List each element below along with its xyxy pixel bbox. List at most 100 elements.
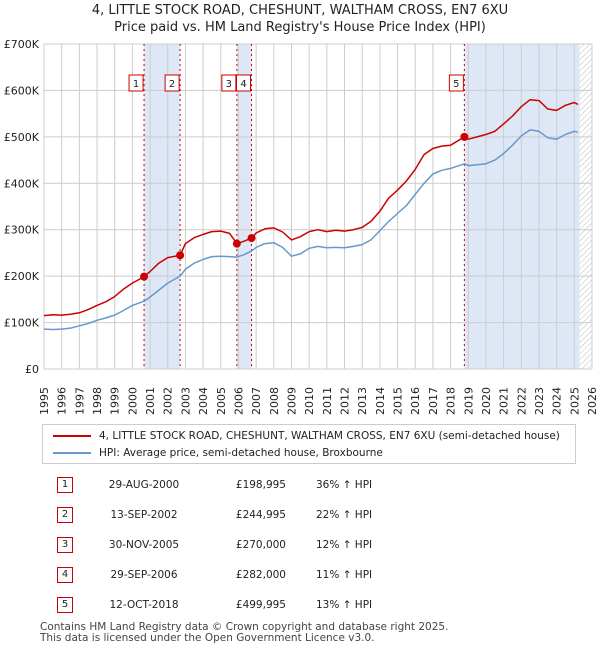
x-tick-label: 2005: [215, 387, 228, 415]
legend-label-property: 4, LITTLE STOCK ROAD, CHESHUNT, WALTHAM …: [99, 430, 560, 442]
x-tick-label: 2009: [285, 387, 298, 415]
chart-title: 4, LITTLE STOCK ROAD, CHESHUNT, WALTHAM …: [91, 3, 509, 18]
x-tick-label: 1999: [109, 387, 122, 415]
sale-label-number: 1: [133, 79, 139, 90]
sale-price: £198,995: [235, 479, 286, 491]
table-row: 4 29-SEP-2006 £282,000 11% ↑ HPI: [42, 560, 426, 590]
x-tick-label: 2019: [462, 387, 475, 415]
sale-price: £499,995: [235, 599, 286, 611]
sale-date: 30-NOV-2005: [108, 539, 180, 551]
x-tick-label: 2011: [321, 387, 334, 415]
sale-point: [232, 239, 241, 248]
ownership-band: [144, 44, 181, 369]
sale-point: [176, 251, 185, 260]
sale-label-number: 2: [169, 79, 175, 90]
sale-date: 29-AUG-2000: [108, 479, 180, 491]
sale-label-box: [236, 74, 252, 92]
sale-marker: 1: [57, 477, 73, 493]
legend-item-hpi: HPI: Average price, semi-detached house,…: [53, 445, 383, 461]
sale-hpi-diff: 22% ↑ HPI: [316, 509, 373, 521]
x-tick-label: 2015: [392, 387, 405, 415]
x-tick-label: 2010: [303, 387, 316, 415]
y-tick-label: £300K: [4, 224, 40, 237]
y-tick-label: £100K: [4, 317, 40, 330]
table-row: 2 13-SEP-2002 £244,995 22% ↑ HPI: [42, 500, 426, 530]
sale-date: 29-SEP-2006: [110, 569, 178, 581]
sale-point: [247, 234, 256, 243]
ownership-band: [236, 44, 252, 369]
sale-label-box: [164, 74, 180, 92]
x-tick-label: 2008: [268, 387, 281, 415]
sale-price: £270,000: [235, 539, 286, 551]
x-tick-label: 2000: [126, 387, 139, 415]
y-tick-label: £200K: [4, 270, 40, 283]
x-tick-label: 2007: [250, 387, 263, 415]
sale-marker: 2: [57, 507, 73, 523]
sale-point: [460, 132, 469, 141]
table-row: 5 12-OCT-2018 £499,995 13% ↑ HPI: [42, 590, 426, 620]
sale-label: 3: [221, 74, 237, 92]
legend-item-property: 4, LITTLE STOCK ROAD, CHESHUNT, WALTHAM …: [53, 428, 560, 444]
sale-label-number: 4: [240, 79, 246, 90]
x-tick-label: 2014: [374, 387, 387, 415]
x-tick-label: 1998: [91, 387, 104, 415]
footer: Contains HM Land Registry data © Crown c…: [40, 622, 448, 644]
x-tick-label: 2020: [480, 387, 493, 415]
x-tick-label: 2025: [568, 387, 581, 415]
x-tick-label: 1995: [38, 387, 51, 415]
sale-marker: 4: [57, 567, 73, 583]
table-row: 1 29-AUG-2000 £198,995 36% ↑ HPI: [42, 470, 426, 500]
licence-line: This data is licensed under the Open Gov…: [40, 632, 375, 644]
sale-label: 2: [164, 74, 180, 92]
x-tick-label: 2026: [586, 387, 599, 415]
copyright-line: Contains HM Land Registry data © Crown c…: [40, 621, 449, 633]
x-tick-label: 2003: [179, 387, 192, 415]
chart-legend: 4, LITTLE STOCK ROAD, CHESHUNT, WALTHAM …: [42, 424, 576, 464]
sale-label-number: 5: [453, 79, 459, 90]
sale-label-box: [448, 74, 464, 92]
x-tick-label: 2013: [356, 387, 369, 415]
legend-label-hpi: HPI: Average price, semi-detached house,…: [99, 447, 383, 459]
sale-marker: 3: [57, 537, 73, 553]
x-tick-label: 2018: [445, 387, 458, 415]
x-tick-label: 2012: [339, 387, 352, 415]
x-tick-label: 2001: [144, 387, 157, 415]
property-price-line: [43, 98, 579, 317]
x-tick-label: 2023: [533, 387, 546, 415]
legend-swatch-hpi: [53, 452, 91, 454]
x-tick-label: 2016: [409, 387, 422, 415]
chart-subtitle: Price paid vs. HM Land Registry's House …: [114, 20, 486, 35]
sale-label: 5: [448, 74, 464, 92]
y-tick-label: £700K: [4, 38, 40, 51]
x-tick-label: 2004: [197, 387, 210, 415]
table-row: 3 30-NOV-2005 £270,000 12% ↑ HPI: [42, 530, 426, 560]
sale-label: 1: [128, 74, 144, 92]
sale-hpi-diff: 11% ↑ HPI: [316, 569, 373, 581]
sale-label-number: 3: [226, 79, 232, 90]
sale-date: 13-SEP-2002: [110, 509, 178, 521]
x-tick-label: 2002: [162, 387, 175, 415]
x-tick-label: 2021: [498, 387, 511, 415]
sale-label-box: [128, 74, 144, 92]
sale-hpi-diff: 12% ↑ HPI: [316, 539, 373, 551]
x-tick-label: 2022: [515, 387, 528, 415]
x-tick-label: 2024: [551, 387, 564, 415]
x-tick-label: 1996: [56, 387, 69, 415]
sale-label-box: [221, 74, 237, 92]
forecast-hatch: [579, 44, 592, 369]
y-tick-label: £400K: [4, 177, 40, 190]
hpi-line: [43, 129, 579, 331]
x-tick-label: 2017: [427, 387, 440, 415]
y-tick-label: £0: [25, 363, 39, 376]
x-tick-label: 1997: [73, 387, 86, 415]
sale-hpi-diff: 36% ↑ HPI: [316, 479, 373, 491]
x-tick-label: 2006: [232, 387, 245, 415]
sale-label: 4: [236, 74, 252, 92]
sale-marker: 5: [57, 597, 73, 613]
sale-date: 12-OCT-2018: [109, 599, 179, 611]
sale-hpi-diff: 13% ↑ HPI: [316, 599, 373, 611]
transactions-table: 1 29-AUG-2000 £198,995 36% ↑ HPI 2 13-SEP-200…: [42, 470, 426, 620]
y-tick-label: £500K: [4, 131, 40, 144]
sale-point: [140, 272, 149, 281]
